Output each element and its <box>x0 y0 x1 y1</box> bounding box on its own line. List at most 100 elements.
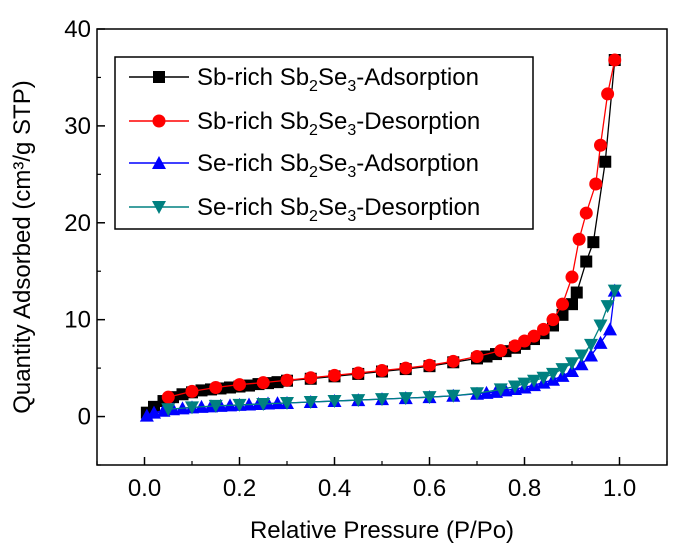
legend-label-part: 3 <box>347 164 356 181</box>
data-point <box>398 392 413 406</box>
data-point <box>508 339 522 353</box>
legend-label: Se-rich Sb2Se3-Adsorption <box>197 150 479 181</box>
y-tick-label: 40 <box>64 16 91 43</box>
data-point <box>243 379 255 392</box>
data-point <box>233 378 246 392</box>
series-3 <box>161 284 622 417</box>
data-point <box>555 363 570 377</box>
legend-marker <box>152 201 166 214</box>
data-point <box>607 284 622 298</box>
data-point <box>256 376 270 390</box>
data-point <box>185 384 199 398</box>
data-point <box>224 381 236 394</box>
data-point <box>423 358 436 372</box>
y-tick-label: 0 <box>78 404 91 431</box>
legend-label-part: Se <box>318 108 347 135</box>
axis-ticks: 0.0 0.2 0.4 0.6 0.8 1.0 0 10 20 30 40 <box>64 16 668 502</box>
data-point <box>161 390 175 404</box>
data-point <box>594 138 607 152</box>
legend-label-part: Se-rich Sb <box>197 150 309 177</box>
data-point <box>209 380 223 394</box>
data-point <box>580 255 593 268</box>
data-point <box>566 298 578 311</box>
legend-label: Sb-rich Sb2Se3-Desorption <box>197 108 480 139</box>
data-point <box>603 322 617 336</box>
legend-label-part: 3 <box>347 122 356 139</box>
data-point <box>584 338 598 352</box>
legend-label-part: Se <box>318 64 347 91</box>
data-point <box>601 87 615 101</box>
y-axis-title: Quantity Adsorbed (cm³/g STP) <box>9 80 36 413</box>
legend-entry: Sb-rich Sb2Se3-Desorption <box>129 108 480 139</box>
data-point <box>584 348 598 362</box>
legend-marker <box>153 71 165 83</box>
data-point <box>565 357 579 371</box>
legend-label-part: 3 <box>347 208 356 225</box>
y-tick-label: 20 <box>64 210 91 237</box>
legend-entry: Se-rich Sb2Se3-Adsorption <box>129 150 479 181</box>
legend-label-part: Sb-rich Sb <box>197 108 309 135</box>
data-point <box>470 387 484 401</box>
data-point <box>546 367 560 381</box>
data-point <box>446 389 461 403</box>
data-point <box>556 297 569 311</box>
legend-label-part: -Adsorption <box>356 150 479 177</box>
legend-label: Sb-rich Sb2Se3-Adsorption <box>197 64 479 95</box>
data-point <box>574 349 589 363</box>
data-point <box>556 308 569 321</box>
x-tick-label: 0.2 <box>223 475 256 502</box>
x-tick-label: 0.6 <box>413 475 446 502</box>
data-point <box>161 403 176 417</box>
data-point <box>327 395 342 409</box>
legend-marker <box>152 114 166 128</box>
data-point <box>399 361 413 375</box>
data-point <box>494 344 508 358</box>
legend-label: Se-rich Sb2Se3-Desorption <box>197 194 480 225</box>
legend-label-part: Se <box>318 194 347 221</box>
data-point <box>422 391 437 405</box>
data-point <box>537 322 550 336</box>
data-point <box>351 394 366 408</box>
x-tick-label: 0.8 <box>508 475 541 502</box>
legend-label-part: 3 <box>347 78 356 95</box>
legend-label-part: Se <box>318 150 347 177</box>
data-point <box>375 393 389 407</box>
data-point <box>599 155 612 168</box>
y-tick-label: 30 <box>64 113 91 140</box>
legend-label-part: 2 <box>309 208 318 225</box>
data-point <box>593 319 608 333</box>
data-point <box>375 364 389 378</box>
data-point <box>232 398 247 412</box>
legend-label-part: Sb-rich Sb <box>197 64 309 91</box>
data-point <box>256 397 271 411</box>
legend-box <box>114 56 534 230</box>
x-tick-label: 0.0 <box>128 475 161 502</box>
data-point <box>600 300 615 314</box>
legend-label-part: 2 <box>309 164 318 181</box>
data-point <box>574 357 589 371</box>
legend-entry: Sb-rich Sb2Se3-Adsorption <box>129 64 479 95</box>
data-point <box>565 270 579 284</box>
data-point <box>579 206 593 220</box>
y-tick-label: 10 <box>64 307 91 334</box>
legend-label-part: 2 <box>309 122 318 139</box>
data-point <box>208 399 223 413</box>
legend-label-part: Se-rich Sb <box>197 194 309 221</box>
data-point <box>589 177 603 191</box>
data-point <box>608 53 622 67</box>
data-point <box>587 236 600 249</box>
data-point <box>303 396 318 410</box>
legend-label-part: -Adsorption <box>356 64 479 91</box>
data-point <box>593 335 608 349</box>
data-point <box>572 232 586 246</box>
legend-label-part: 2 <box>309 78 318 95</box>
data-point <box>280 396 294 410</box>
data-point <box>328 368 341 382</box>
series-line <box>168 59 616 398</box>
data-point <box>546 313 560 327</box>
legend-label-part: -Desorption <box>356 108 480 135</box>
data-point <box>304 371 318 385</box>
